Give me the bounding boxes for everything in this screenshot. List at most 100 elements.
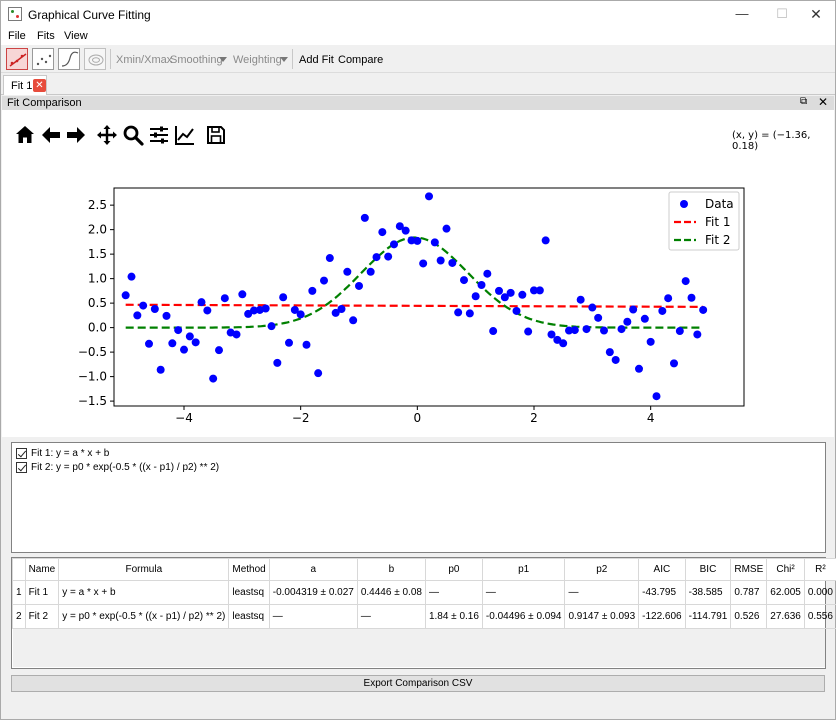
scatter-mode-icon[interactable] (32, 48, 54, 70)
weighting-button[interactable]: Weighting (233, 54, 282, 66)
compare-button[interactable]: Compare (338, 54, 384, 66)
save-icon[interactable] (205, 124, 227, 146)
data-point (133, 311, 142, 320)
column-header[interactable]: Method (228, 558, 270, 581)
table-cell[interactable]: 62.005 (766, 580, 805, 605)
fit-2-line (125, 236, 704, 329)
table-row[interactable]: 1 Fit 1 y = a * x + b leastsq -0.004319 … (12, 580, 836, 605)
column-header[interactable]: b (356, 558, 426, 581)
data-point (559, 339, 568, 348)
data-point (623, 317, 632, 326)
column-header[interactable]: p0 (424, 558, 483, 581)
table-cell[interactable]: — (424, 580, 483, 605)
toolbar: Xmin/Xmax Smoothing Weighting Add Fit Co… (1, 45, 835, 73)
table-cell[interactable]: leastsq (228, 604, 270, 629)
x-tick-label: −4 (175, 411, 193, 425)
dock-close-icon[interactable]: ✕ (818, 95, 829, 109)
table-cell[interactable]: y = a * x + b (58, 580, 230, 605)
data-point (250, 306, 258, 315)
plot-area[interactable]: −4 −2 0 2 4 −1.5 −1.0 −0.5 0.0 0.5 1.0 1.5 2.0 2.5 Da… (2, 110, 834, 437)
data-point (320, 276, 328, 285)
table-cell[interactable]: 0.526 (730, 604, 768, 629)
column-header[interactable]: BIC (684, 558, 732, 581)
data-point (582, 325, 591, 334)
data-point (139, 301, 148, 310)
column-header[interactable]: Name (24, 558, 60, 581)
fit-mode-icon[interactable] (6, 48, 28, 70)
title-bar: Graphical Curve Fitting — ☐ ✕ (1, 1, 835, 27)
fit-2-checkbox[interactable] (16, 461, 27, 473)
add-fit-button[interactable]: Add Fit (299, 54, 334, 66)
target-mode-icon[interactable] (84, 48, 106, 70)
pan-icon[interactable] (96, 124, 118, 146)
close-icon[interactable]: ✕ (810, 6, 822, 22)
table-cell[interactable]: -38.585 (684, 580, 732, 605)
table-cell[interactable]: leastsq (228, 580, 270, 605)
data-point (273, 358, 282, 367)
data-point (681, 277, 690, 286)
minimize-icon[interactable]: — (735, 6, 749, 21)
tab-close-icon[interactable]: ✕ (33, 79, 46, 92)
table-cell[interactable]: -43.795 (638, 580, 686, 605)
legend-label: Data (705, 197, 734, 211)
column-header[interactable]: AIC (638, 558, 686, 581)
fit-1-checkbox[interactable] (16, 447, 27, 459)
back-icon[interactable] (40, 124, 62, 146)
column-header[interactable]: RMSE (730, 558, 768, 581)
table-cell[interactable]: -0.004319 ± 0.027 (268, 580, 358, 605)
data-point (349, 316, 358, 325)
tab-fit-1[interactable]: Fit 1 ✕ (3, 75, 47, 95)
column-header[interactable]: Chi² (766, 558, 805, 581)
row-number[interactable]: 1 (12, 580, 26, 605)
data-point (390, 240, 398, 249)
smoothing-button[interactable]: Smoothing (170, 54, 223, 66)
table-cell[interactable]: Fit 1 (24, 580, 60, 605)
figure-canvas[interactable]: (x, y) = (−1.36, 0.18) −4 −2 0 2 4 −1.5 −1.0 −0… (2, 110, 834, 437)
edit-axis-icon[interactable] (174, 124, 196, 146)
dock-float-icon[interactable]: ⧉ (800, 96, 808, 107)
maximize-icon[interactable]: ☐ (776, 6, 788, 21)
table-cell[interactable]: — (481, 580, 566, 605)
table-cell[interactable]: Fit 2 (24, 604, 60, 629)
menu-fits[interactable]: Fits (37, 30, 55, 42)
configure-subplots-icon[interactable] (148, 124, 170, 146)
menu-view[interactable]: View (64, 30, 88, 42)
table-cell[interactable]: -122.606 (638, 604, 686, 629)
table-cell[interactable]: -114.791 (684, 604, 732, 629)
table-cell[interactable]: 0.787 (730, 580, 768, 605)
table-cell[interactable]: 0.000 (803, 580, 836, 605)
column-header[interactable]: p2 (564, 558, 640, 581)
row-number[interactable]: 2 (12, 604, 26, 629)
menu-file[interactable]: File (8, 30, 26, 42)
xmin-xmax-button[interactable]: Xmin/Xmax (116, 54, 173, 66)
table-cell[interactable]: y = p0 * exp(-0.5 * ((x - p1) / p2) ** 2… (58, 604, 230, 629)
table-cell[interactable]: — (356, 604, 426, 629)
data-points (121, 192, 708, 401)
column-header[interactable]: a (268, 558, 358, 581)
column-header[interactable] (12, 558, 26, 581)
table-cell[interactable]: 0.9147 ± 0.093 (564, 604, 640, 629)
table-cell[interactable]: 27.636 (766, 604, 805, 629)
forward-icon[interactable] (65, 124, 87, 146)
data-point (430, 238, 439, 247)
table-cell[interactable]: — (268, 604, 358, 629)
fit-list-item-1[interactable]: Fit 1: y = a * x + b (16, 446, 109, 460)
column-header[interactable]: p1 (481, 558, 566, 581)
export-csv-button[interactable]: Export Comparison CSV (11, 675, 825, 692)
column-header[interactable]: Formula (58, 558, 230, 581)
table-cell[interactable]: 0.556 (803, 604, 836, 629)
table-cell[interactable]: 1.84 ± 0.16 (424, 604, 483, 629)
smoothing-dropdown-icon[interactable] (219, 57, 227, 62)
curve-mode-icon[interactable] (58, 48, 80, 70)
table-row[interactable]: 2 Fit 2 y = p0 * exp(-0.5 * ((x - p1) / … (12, 604, 836, 629)
fit-list-item-2[interactable]: Fit 2: y = p0 * exp(-0.5 * ((x - p1) / p… (16, 460, 219, 474)
data-point (150, 305, 159, 314)
column-header[interactable]: R² (803, 558, 836, 581)
data-point (156, 365, 165, 374)
home-icon[interactable] (14, 124, 36, 146)
table-cell[interactable]: 0.4446 ± 0.08 (356, 580, 426, 605)
zoom-icon[interactable] (122, 124, 144, 146)
table-cell[interactable]: — (564, 580, 640, 605)
weighting-dropdown-icon[interactable] (280, 57, 288, 62)
table-cell[interactable]: -0.04496 ± 0.094 (481, 604, 566, 629)
